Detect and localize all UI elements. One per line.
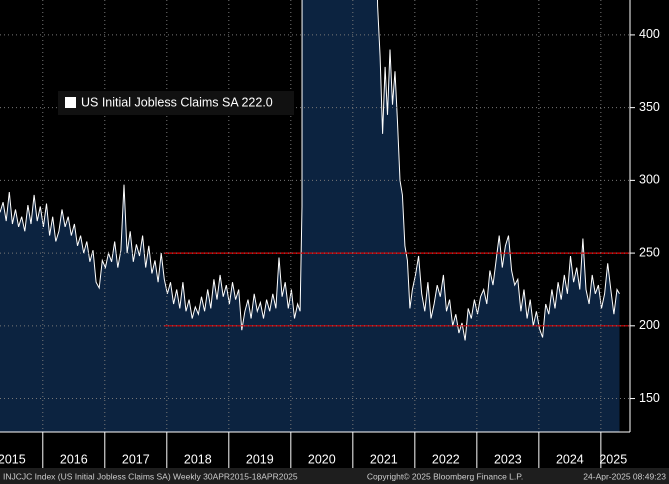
footer-center: Copyright© 2025 Bloomberg Finance L.P. xyxy=(367,471,523,481)
area-fill xyxy=(0,0,620,432)
x-tick-label: 2019 xyxy=(246,452,274,466)
x-tick-label: 2024 xyxy=(556,452,584,466)
legend-label: US Initial Jobless Claims SA 222.0 xyxy=(81,95,273,109)
x-tick-label: 2018 xyxy=(184,452,212,466)
footer-bar xyxy=(0,468,669,484)
x-tick-label: 2020 xyxy=(308,452,336,466)
legend xyxy=(58,91,294,115)
x-tick-label: 2022 xyxy=(432,452,460,466)
x-tick-label: 2015 xyxy=(0,452,26,466)
x-tick-label: 2025 xyxy=(599,452,627,466)
y-tick-label: 150 xyxy=(639,391,660,405)
y-tick-label: 250 xyxy=(639,245,660,259)
x-tick-label: 2017 xyxy=(122,452,150,466)
y-tick-label: 300 xyxy=(639,173,660,187)
series-line xyxy=(0,0,620,341)
legend-swatch xyxy=(65,97,76,108)
y-tick-label: 400 xyxy=(639,27,660,41)
x-tick-label: 2016 xyxy=(60,452,88,466)
y-tick-label: 200 xyxy=(639,318,660,332)
x-tick-label: 2021 xyxy=(370,452,398,466)
y-tick-label: 350 xyxy=(639,100,660,114)
footer-left: INJCJC Index (US Initial Jobless Claims … xyxy=(3,471,298,481)
x-tick-label: 2023 xyxy=(494,452,522,466)
footer-right: 24-Apr-2025 08:49:23 xyxy=(583,471,666,481)
